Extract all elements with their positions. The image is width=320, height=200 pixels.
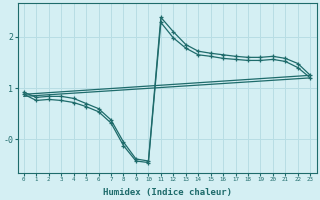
X-axis label: Humidex (Indice chaleur): Humidex (Indice chaleur)	[103, 188, 232, 197]
